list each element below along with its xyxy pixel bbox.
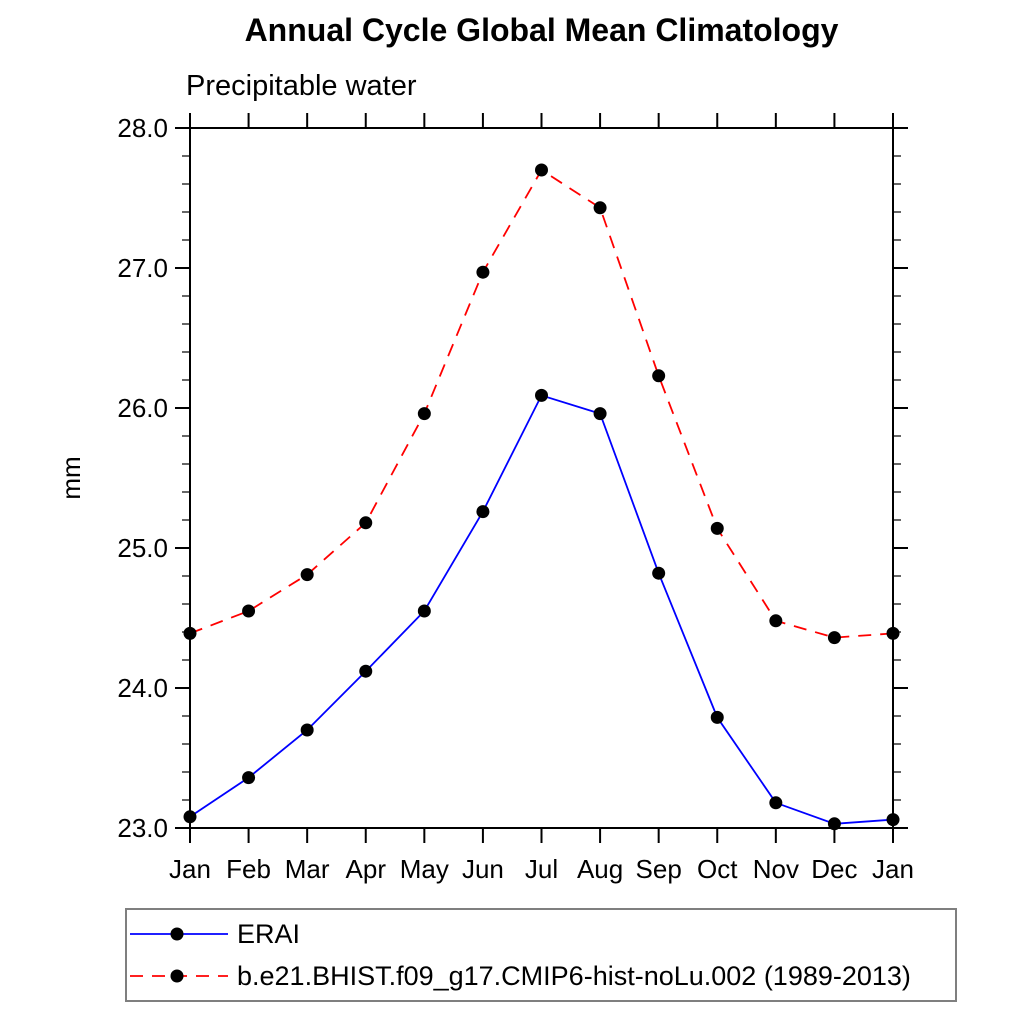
chart-subtitle: Precipitable water: [186, 70, 417, 102]
x-tick-label: Mar: [285, 854, 330, 884]
x-tick-label: Feb: [226, 854, 271, 884]
x-tick-label: May: [400, 854, 449, 884]
data-point-marker: [710, 521, 724, 535]
data-point-marker: [417, 604, 431, 618]
y-tick-label: 26.0: [117, 393, 168, 423]
y-axis-label: mm: [56, 456, 86, 499]
data-point-marker: [476, 265, 490, 279]
series-line-model: [189, 168, 894, 639]
data-point-marker: [827, 817, 841, 831]
data-point-marker: [300, 568, 314, 582]
data-point-marker: [652, 566, 666, 580]
x-tick-label: Jul: [525, 854, 558, 884]
legend: ERAI b.e21.BHIST.f09_g17.CMIP6-hist-noLu…: [125, 908, 957, 1002]
y-tick-label: 25.0: [117, 533, 168, 563]
x-tick-label: Jun: [462, 854, 504, 884]
data-point-marker: [417, 407, 431, 421]
legend-item-model: b.e21.BHIST.f09_g17.CMIP6-hist-noLu.002 …: [129, 955, 955, 997]
data-point-marker: [535, 388, 548, 402]
chart-title: Annual Cycle Global Mean Climatology: [244, 12, 839, 48]
data-point-marker: [183, 810, 197, 824]
data-point-marker: [359, 664, 373, 678]
y-tick-label: 28.0: [117, 113, 168, 143]
data-point-marker: [300, 723, 314, 737]
x-tick-label: Jan: [872, 854, 914, 884]
data-point-marker: [593, 201, 607, 215]
data-point-marker: [359, 516, 373, 530]
data-point-marker: [476, 505, 490, 519]
y-tick-label: 27.0: [117, 253, 168, 283]
series-line-erai: [189, 394, 894, 825]
data-point-marker: [886, 813, 900, 827]
legend-label-erai: ERAI: [237, 918, 301, 949]
legend-label-model: b.e21.BHIST.f09_g17.CMIP6-hist-noLu.002 …: [237, 960, 911, 991]
y-tick-label: 24.0: [117, 673, 168, 703]
x-tick-label: Jan: [169, 854, 211, 884]
y-tick-label: 23.0: [117, 813, 168, 843]
data-point-marker: [886, 626, 900, 640]
data-point-marker: [242, 771, 256, 785]
x-tick-label: Oct: [697, 854, 738, 884]
data-point-marker: [769, 614, 783, 628]
x-tick-label: Apr: [346, 854, 387, 884]
data-point-marker: [827, 631, 841, 645]
axis-box: [189, 127, 894, 829]
legend-sample-marker: [170, 969, 184, 983]
x-tick-label: Nov: [753, 854, 799, 884]
legend-line-sample-solid: [130, 927, 228, 941]
data-point-marker: [593, 407, 607, 421]
data-point-marker: [652, 369, 666, 383]
data-point-marker: [242, 604, 256, 618]
data-point-marker: [769, 796, 783, 810]
data-point-marker: [710, 710, 724, 724]
data-point-marker: [183, 626, 197, 640]
legend-sample-marker: [170, 927, 184, 941]
legend-line-sample-dashed: [130, 969, 228, 983]
data-point-marker: [535, 163, 548, 177]
x-tick-label: Dec: [811, 854, 857, 884]
x-tick-label: Sep: [636, 854, 682, 884]
x-tick-label: Aug: [577, 854, 623, 884]
legend-item-erai: ERAI: [129, 913, 955, 955]
